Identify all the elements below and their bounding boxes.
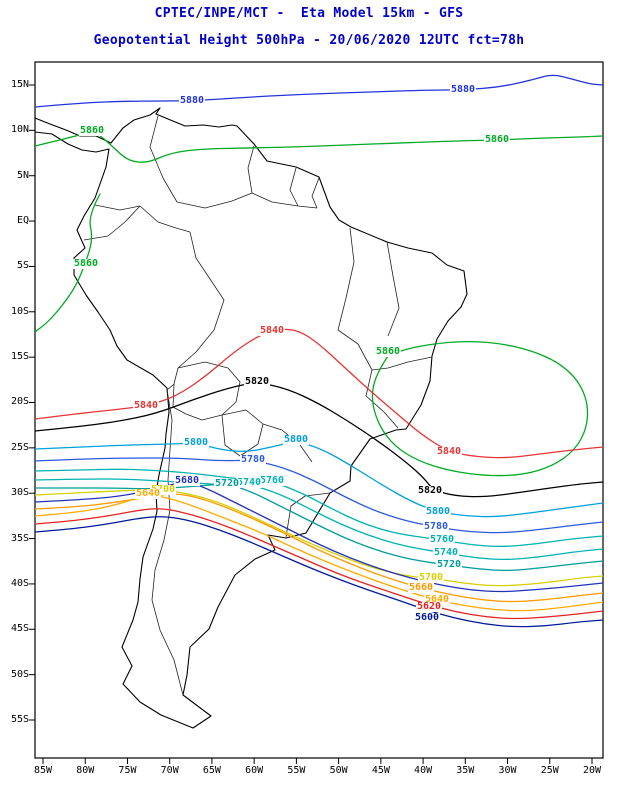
contour-label-5740: 5740: [432, 547, 460, 558]
lat-label: 15N: [10, 79, 29, 90]
contour-line-5740: [35, 478, 603, 561]
lat-label: 10S: [10, 305, 29, 317]
contour-line-5620: [35, 508, 603, 620]
contour-label-5860: 5860: [78, 125, 106, 136]
lat-label: 20S: [10, 396, 29, 408]
contour-layer: [35, 74, 603, 628]
lat-label: 50S: [10, 668, 29, 680]
contour-line-5720: [35, 483, 603, 572]
contour-label-5800: 5800: [282, 434, 310, 445]
contour-label-5720: 5720: [213, 478, 241, 489]
lon-label: 70W: [160, 765, 179, 776]
lon-label: 30W: [498, 765, 517, 776]
map-title-line2: Geopotential Height 500hPa - 20/06/2020 …: [93, 33, 525, 48]
contour-label-5660: 5660: [407, 582, 435, 593]
lon-label: 80W: [76, 765, 95, 776]
contour-label-5840: 5840: [258, 325, 286, 336]
lat-label: 25S: [10, 441, 29, 453]
contour-label-5620: 5620: [415, 601, 443, 612]
lon-label: 45W: [371, 765, 390, 776]
lat-label: 35S: [10, 532, 29, 544]
contour-line-5840: [35, 328, 603, 459]
contour-label-5740: 5740: [235, 477, 263, 488]
lon-label: 35W: [456, 765, 475, 776]
contour-label-5680: 5680: [173, 475, 201, 486]
geography-layer: [35, 74, 603, 729]
contour-label-5640: 5640: [134, 488, 162, 499]
lat-label: 10N: [10, 124, 29, 136]
contour-label-5780: 5780: [422, 521, 450, 532]
contour-line-5600: [35, 516, 603, 628]
lon-label: 40W: [414, 765, 433, 776]
contour-line-5880: [35, 74, 603, 108]
lat-label: 5S: [16, 260, 29, 272]
contour-line-5640: [35, 494, 603, 612]
contour-line-5800: [35, 442, 603, 518]
lat-label: 55S: [10, 713, 29, 725]
contour-label-5760: 5760: [428, 534, 456, 545]
contour-label-5780: 5780: [239, 454, 267, 465]
contour-label-5760: 5760: [258, 475, 286, 486]
contour-label-5700: 5700: [417, 572, 445, 583]
contour-label-5800: 5800: [424, 506, 452, 517]
lat-label: 40S: [10, 577, 29, 589]
map-title-line1: CPTEC/INPE/MCT - Eta Model 15km - GFS: [154, 6, 464, 21]
lat-label: 15S: [10, 351, 29, 363]
lon-label: 25W: [540, 765, 559, 776]
country-borders: [83, 115, 433, 696]
lon-label: 75W: [118, 765, 137, 776]
lon-label: 20W: [582, 765, 602, 776]
contour-label-5800: 5800: [182, 437, 210, 448]
lon-label: 85W: [33, 765, 53, 776]
contour-label-5700: 5700: [149, 484, 177, 495]
axis-ticks: [29, 84, 593, 764]
south-america-coastline: [35, 107, 468, 729]
contour-line-5680: [35, 481, 603, 593]
contour-label-5820: 5820: [416, 485, 444, 496]
contour-line-5820: [35, 382, 603, 498]
contour-label-5860: 5860: [374, 346, 402, 357]
contour-label-5600: 5600: [413, 612, 441, 623]
lat-label: 45S: [10, 623, 29, 635]
lat-label: 30S: [10, 487, 29, 499]
contour-label-5860: 5860: [483, 134, 511, 145]
lon-label: 55W: [287, 765, 306, 776]
contour-label-5880: 5880: [449, 84, 477, 95]
contour-line-5860: [35, 193, 101, 333]
contour-line-5780: [35, 457, 603, 534]
contour-label-5840: 5840: [132, 400, 160, 411]
contour-label-5640: 5640: [423, 594, 451, 605]
contour-label-5880: 5880: [178, 95, 206, 106]
lat-label: 5N: [16, 169, 29, 181]
lon-label: 50W: [329, 765, 348, 776]
contour-label-5840: 5840: [435, 446, 463, 457]
contour-label-5860: 5860: [72, 258, 100, 269]
map-frame: [34, 61, 604, 759]
contour-label-5820: 5820: [243, 376, 271, 387]
lon-label: 65W: [202, 765, 221, 776]
lat-label: EQ: [16, 215, 29, 227]
lon-label: 60W: [245, 765, 264, 776]
contour-label-5720: 5720: [435, 559, 463, 570]
contour-line-5760: [35, 468, 603, 548]
contour-line-5860: [35, 132, 603, 163]
contour-line-5860: [371, 340, 589, 477]
